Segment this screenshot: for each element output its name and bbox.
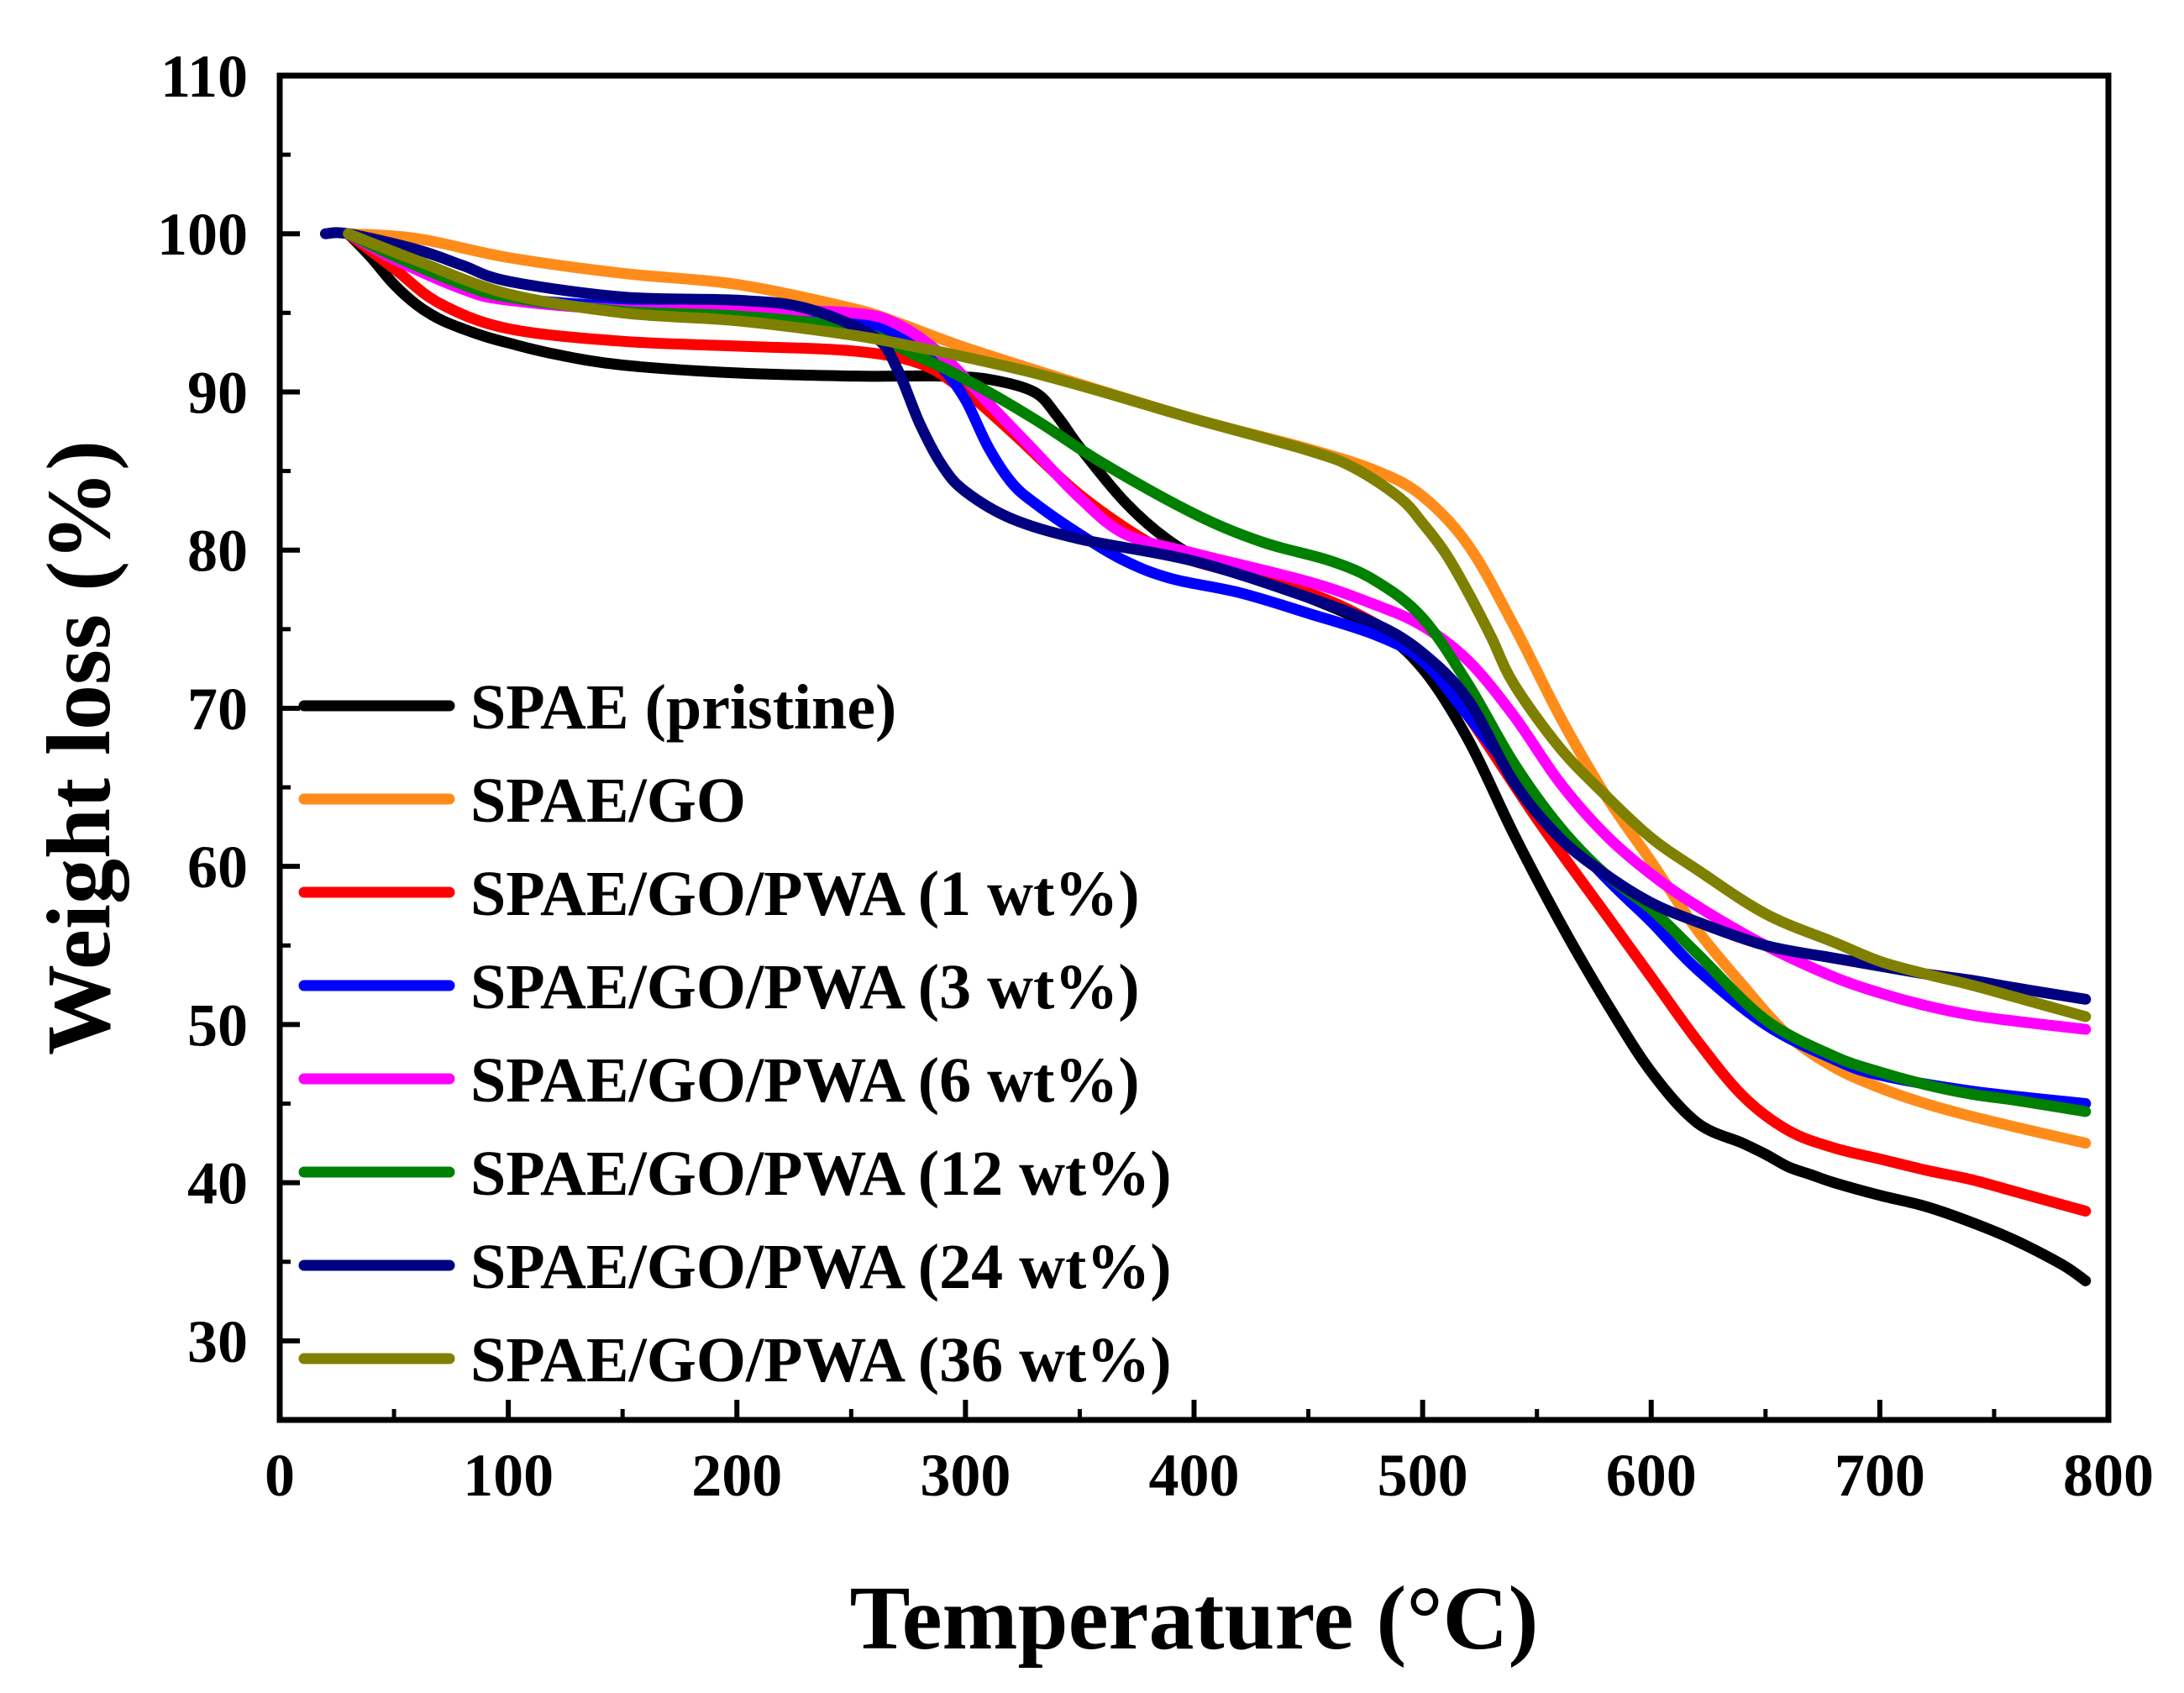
x-tick-label: 300: [920, 1442, 1011, 1509]
x-tick-label: 400: [1149, 1442, 1240, 1509]
legend-label-2: SPAE/GO: [470, 765, 746, 836]
y-tick-label: 30: [187, 1308, 248, 1375]
series-line-1: [343, 228, 2092, 1286]
y-tick-label: 90: [187, 359, 248, 426]
x-tick-label: 700: [1835, 1442, 1925, 1509]
x-tick-label: 200: [691, 1442, 782, 1509]
legend-label-5: SPAE/GO/PWA (6 wt%): [470, 1045, 1140, 1116]
y-tick-label: 80: [187, 518, 248, 585]
series-line-7: [319, 227, 2092, 1005]
y-tick-label: 60: [187, 833, 248, 901]
legend-label-4: SPAE/GO/PWA (3 wt%): [470, 952, 1140, 1023]
y-tick-label: 50: [187, 991, 248, 1059]
y-tick-label: 40: [187, 1150, 248, 1217]
y-tick-label: 110: [160, 43, 248, 110]
legend-label-1: SPAE (pristine): [470, 672, 896, 743]
y-axis-title: Weight loss (%): [29, 440, 129, 1055]
legend-label-3: SPAE/GO/PWA (1 wt%): [470, 859, 1140, 929]
series-line-2: [343, 228, 2092, 1149]
legend-label-6: SPAE/GO/PWA (12 wt%): [470, 1138, 1172, 1209]
tick-labels: 0 100 200 300 400 500 600 700 800 30 40 50 60 70 80 90 1…: [157, 43, 2154, 1509]
plot-frame: [276, 72, 2112, 1423]
y-tick-label: 100: [157, 201, 248, 268]
x-axis-title: Temperature (°C): [849, 1569, 1538, 1669]
axis-ticks: [277, 73, 2111, 1422]
legend-label-8: SPAE/GO/PWA (36 wt%): [470, 1325, 1172, 1396]
legend-label-7: SPAE/GO/PWA (24 wt%): [470, 1232, 1172, 1302]
x-tick-label: 100: [463, 1442, 554, 1509]
x-tick-label: 500: [1378, 1442, 1468, 1509]
series-line-8: [343, 228, 2092, 1023]
y-tick-label: 70: [187, 676, 248, 743]
x-tick-label: 600: [1606, 1442, 1697, 1509]
legend: SPAE (pristine) SPAE/GO SPAE/GO/PWA (1 wt%…: [298, 672, 1172, 1396]
x-tick-label: 800: [2063, 1442, 2154, 1509]
series-lines: [319, 227, 2092, 1286]
x-tick-label: 0: [265, 1442, 295, 1509]
